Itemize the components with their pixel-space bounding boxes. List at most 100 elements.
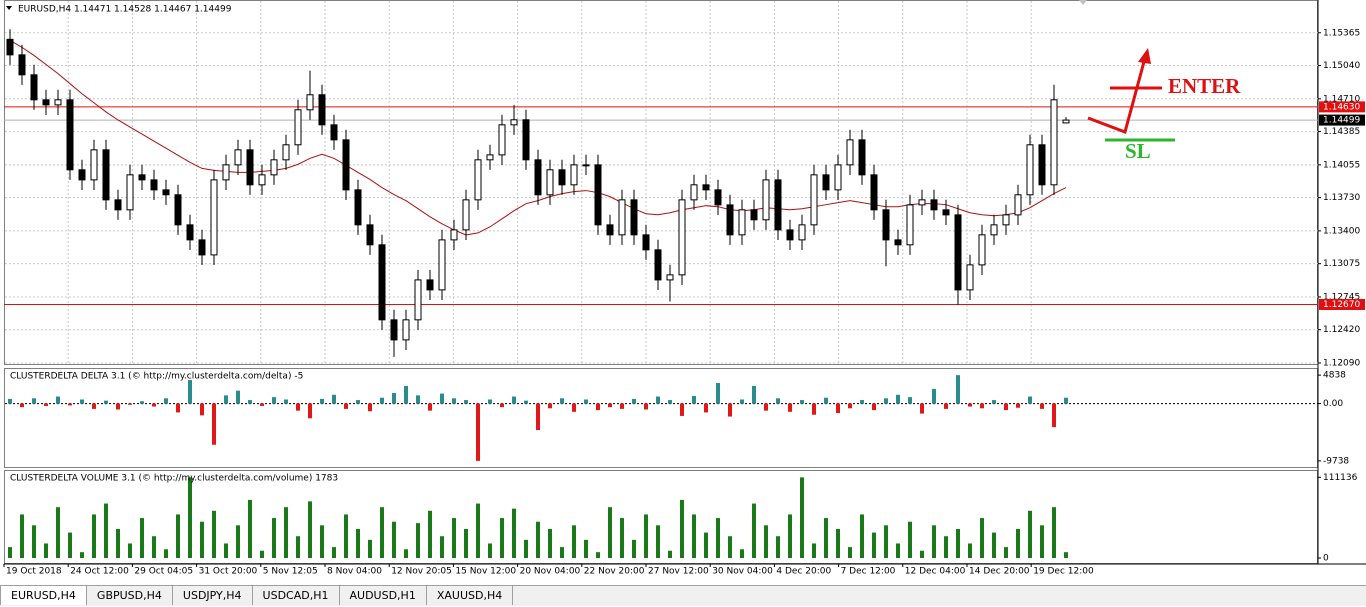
bar [284,399,288,404]
candle-body [762,179,770,221]
bar [116,403,120,410]
terminal-chart: 19 Oct 2018 24 Oct 12:00 29 Oct 04:05 31 Oc… [3,0,1366,577]
symbol-tab[interactable]: XAUUSD,H4 [427,586,514,605]
x-tick-label: 19 Dec 12:00 [1033,567,1094,577]
bar [296,403,300,411]
candle-body [474,159,482,201]
symbol-tab[interactable]: USDCAD,H1 [253,586,340,605]
bar [320,398,324,404]
bar [836,403,840,414]
bar [404,385,408,404]
bar [680,403,684,416]
candle-body [774,179,782,231]
x-tick-label: 5 Nov 12:05 [263,567,318,577]
bar [68,403,72,406]
candle-body [498,124,506,156]
y-tick-label: 4838 [1323,371,1346,381]
symbol-tab[interactable]: AUDUSD,H1 [340,586,427,605]
delta-panel [4,368,1318,468]
bar [752,385,756,404]
bar [92,514,96,558]
candle-body [78,169,86,181]
x-tick-label: 4 Dec 20:00 [776,567,831,577]
bar [800,400,804,404]
bar [536,403,540,431]
candle-body [702,184,710,191]
symbol-tab[interactable]: GBPUSD,H4 [87,586,173,605]
y-tick-label: 1.12420 [1323,325,1360,335]
bar [920,403,924,414]
candle-body [6,38,14,56]
bar [548,403,552,409]
bar [128,403,132,405]
candle-body [642,234,650,251]
bar [572,403,576,412]
candle-body [354,189,362,226]
bar [764,525,768,558]
y-tick-label: 1.12745 [1323,292,1360,302]
candle-body [234,149,242,166]
bar [332,394,336,404]
candle-body [606,224,614,236]
bar [608,403,612,408]
y-tick-label: 0 [1323,554,1329,564]
candle-body [414,279,422,321]
bar [416,395,420,404]
bar [872,403,876,411]
bar [68,532,72,558]
bar [932,525,936,558]
bar [632,398,636,404]
candle-body [534,159,542,196]
candle-body [342,139,350,191]
bar [692,514,696,558]
x-tick-label: 12 Dec 04:00 [905,567,966,577]
y-tick-label: 1.14385 [1323,127,1360,137]
bar [956,375,960,404]
bar [92,403,96,409]
bar [152,403,156,407]
candle-body [294,109,302,146]
x-tick-label: 20 Nov 04:00 [520,567,581,577]
candle-body [810,174,818,226]
x-tick-label: 24 Oct 12:00 [70,567,129,577]
candle-body [678,199,686,276]
bar [908,397,912,404]
candle-body [966,264,974,291]
bar [812,403,816,415]
bar [572,525,576,558]
bar [356,528,360,558]
bar [224,395,228,404]
chart-header: EURUSD,H4 1.14471 1.14528 1.14467 1.1449… [18,5,232,15]
candle-body [522,119,530,161]
bar [656,396,660,404]
bar [32,398,36,404]
header-marker [6,6,12,10]
bar [1064,552,1068,558]
x-tick-label: 27 Nov 12:00 [648,567,709,577]
symbol-tab[interactable]: EURUSD,H4 [0,586,87,605]
price-level-tag [1319,299,1365,311]
x-tick-label: 19 Oct 2018 [6,567,62,577]
bar [704,532,708,558]
price-level-label: 1.14499 [1323,116,1360,126]
symbol-tab[interactable]: USDJPY,H4 [173,586,253,605]
bar [776,398,780,404]
bar [776,536,780,558]
candle-body [1062,119,1070,124]
candle-body [30,74,38,101]
bar [272,518,276,558]
candle-body [990,224,998,236]
candle-body [390,319,398,341]
candle-body [426,279,434,291]
bar [596,552,600,558]
bar [632,539,636,558]
candle-body [882,209,890,241]
bar [380,507,384,558]
bar [212,403,216,445]
y-tick-label: 1.14055 [1323,160,1360,170]
bar [488,399,492,404]
candle-body [306,94,314,111]
bar [548,528,552,558]
bar [200,403,204,416]
